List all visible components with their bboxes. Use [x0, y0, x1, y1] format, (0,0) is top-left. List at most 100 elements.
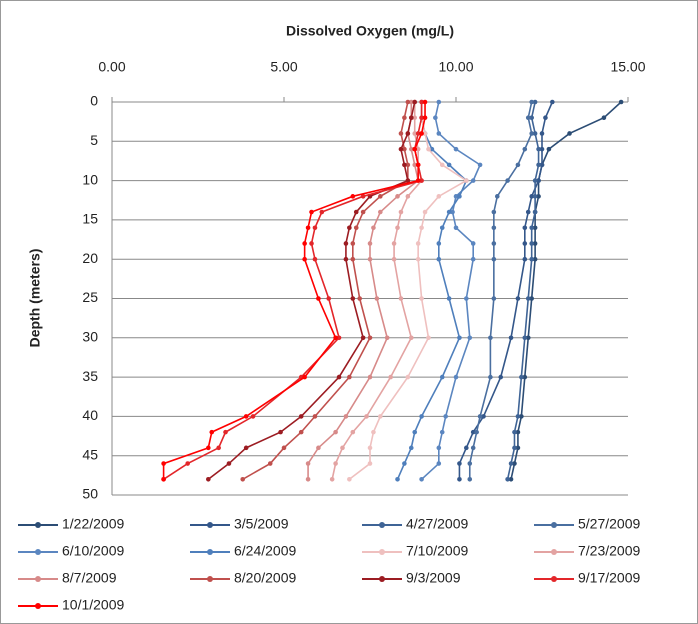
y-tick-label: 0 [90, 93, 98, 109]
data-point [367, 241, 373, 246]
y-tick-label: 15 [82, 211, 98, 227]
data-point [539, 131, 545, 136]
data-point [412, 131, 418, 136]
data-point [360, 209, 366, 215]
data-point [343, 414, 349, 419]
legend-label: 5/27/2009 [578, 516, 640, 532]
data-point [419, 131, 424, 136]
data-point [453, 374, 459, 380]
data-point [206, 476, 211, 482]
data-point [601, 115, 607, 121]
data-point [367, 335, 373, 341]
data-point [529, 99, 534, 105]
data-point [267, 461, 273, 466]
data-point [412, 115, 418, 121]
y-tick-label: 50 [82, 486, 98, 502]
data-point [467, 476, 473, 482]
data-point [412, 162, 418, 168]
data-point [336, 335, 342, 341]
legend-label: 1/22/2009 [62, 516, 124, 532]
legend-marker [35, 522, 41, 528]
data-point [419, 414, 424, 419]
data-point [305, 461, 311, 466]
data-point [391, 256, 397, 262]
data-point [333, 429, 338, 435]
data-point [439, 429, 445, 435]
data-point [422, 115, 428, 121]
data-point [350, 194, 356, 199]
data-point [350, 296, 356, 301]
data-point [333, 461, 338, 466]
data-point [402, 115, 407, 121]
data-point [457, 335, 462, 341]
data-point [415, 146, 421, 152]
data-point [494, 194, 500, 199]
data-point [498, 374, 504, 380]
data-point [508, 335, 514, 341]
data-point [439, 162, 445, 168]
data-point [470, 429, 476, 435]
data-point [419, 178, 424, 183]
data-point [532, 194, 538, 199]
data-point [488, 335, 493, 341]
data-point [384, 335, 390, 341]
data-point [378, 194, 383, 199]
legend-marker [379, 576, 385, 582]
y-tick-label: 10 [82, 171, 98, 187]
data-point [470, 178, 476, 183]
data-point [408, 115, 414, 121]
data-point [532, 178, 538, 183]
data-point [532, 209, 538, 215]
data-point [508, 461, 514, 466]
data-point [457, 461, 462, 466]
data-point [405, 162, 411, 168]
data-point [481, 414, 486, 419]
data-point [402, 162, 407, 168]
data-point [405, 194, 411, 199]
data-point [408, 99, 414, 105]
chart-title: Dissolved Oxygen (mg/L) [286, 23, 454, 39]
data-point [550, 99, 555, 105]
data-point [453, 225, 459, 231]
data-point [243, 445, 249, 451]
data-point [474, 429, 479, 435]
y-tick-label: 45 [82, 446, 98, 462]
data-point [347, 476, 352, 482]
data-point [216, 445, 221, 451]
data-point [319, 209, 325, 215]
legend-label: 3/5/2009 [234, 516, 289, 532]
data-point [525, 335, 531, 341]
data-point [470, 256, 476, 262]
y-tick-label: 20 [82, 250, 98, 266]
data-point [491, 241, 497, 246]
legend-label: 6/10/2009 [62, 543, 124, 559]
data-point [223, 429, 228, 435]
data-point [443, 414, 448, 419]
data-point [522, 146, 528, 152]
data-point [353, 209, 359, 215]
data-point [436, 461, 442, 466]
data-point [529, 131, 534, 136]
data-point [298, 429, 304, 435]
data-point [367, 445, 373, 451]
legend-marker [551, 522, 557, 528]
data-point [367, 256, 373, 262]
legend-label: 8/20/2009 [234, 570, 296, 586]
data-point [402, 461, 407, 466]
data-point [543, 115, 548, 121]
data-point [515, 445, 521, 451]
data-point [302, 256, 307, 262]
data-point [477, 162, 483, 168]
data-point [464, 296, 469, 301]
data-point [536, 194, 541, 199]
data-point [491, 296, 497, 301]
data-point [522, 374, 528, 380]
data-point [360, 194, 366, 199]
data-point [302, 374, 307, 380]
data-point [529, 194, 534, 199]
legend-marker [35, 603, 41, 609]
data-point [519, 414, 524, 419]
data-point [439, 225, 445, 231]
